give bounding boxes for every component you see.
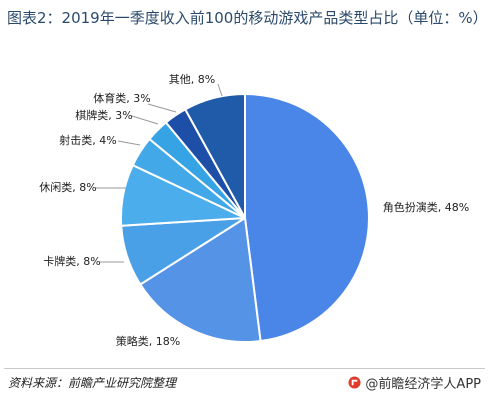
slice-label: 体育类, 3% bbox=[93, 91, 150, 105]
pie-slice bbox=[183, 92, 246, 219]
leader-lines bbox=[96, 83, 223, 263]
slice-label: 策略类, 18% bbox=[116, 334, 180, 348]
slice-label: 棋牌类, 3% bbox=[75, 108, 132, 122]
slice-labels: 角色扮演类, 48% 策略类, 18% 卡牌类, 8% 休闲类, 8% 射击类, 4% 棋… bbox=[39, 73, 469, 348]
pie-slice bbox=[244, 92, 370, 343]
chart-title: 图表2：2019年一季度收入前100的移动游戏产品类型占比（单位：%） bbox=[7, 9, 488, 27]
source-note: 资料来源：前瞻产业研究院整理 bbox=[8, 376, 177, 390]
slice-label: 休闲类, 8% bbox=[39, 180, 96, 194]
slice-label: 其他, 8% bbox=[169, 73, 215, 86]
pie-slices bbox=[120, 92, 370, 343]
slice-label: 卡牌类, 8% bbox=[43, 254, 100, 268]
brand-credit: @前瞻经济学人APP bbox=[348, 373, 481, 392]
brand-logo-icon bbox=[348, 376, 361, 389]
leader-line bbox=[217, 83, 223, 97]
leader-line bbox=[147, 103, 177, 113]
leader-line bbox=[131, 115, 159, 125]
leader-line bbox=[117, 140, 141, 146]
brand-text: @前瞻经济学人APP bbox=[365, 377, 481, 392]
slice-label: 角色扮演类, 48% bbox=[383, 200, 469, 214]
slice-label: 射击类, 4% bbox=[59, 133, 116, 147]
pie-slice bbox=[138, 216, 262, 343]
footer-divider bbox=[4, 368, 485, 369]
